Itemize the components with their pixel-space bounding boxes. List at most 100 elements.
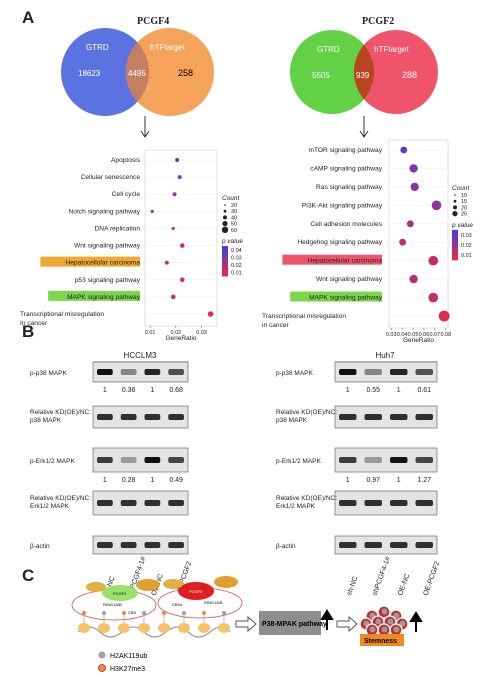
blot-quant-value: 1	[150, 387, 154, 394]
blot-row-label: p-Erk1/2 MAPK	[276, 458, 321, 465]
legend-gradient-band	[452, 249, 458, 253]
blot-band	[144, 369, 161, 375]
nucleosome	[178, 623, 190, 633]
legend-gradient-band	[452, 241, 458, 245]
lane-label: OE-PCGF2	[423, 561, 442, 597]
legend-gradient-band	[452, 235, 458, 239]
legend-count-value: 10	[461, 193, 467, 199]
lane-label: OE-NC	[397, 573, 411, 597]
lane-label: sh-NC	[346, 576, 359, 597]
legend-p-value: 0.03	[231, 255, 242, 261]
stem-cell-nucleus	[393, 626, 400, 633]
term-label: Transcriptional misregulation	[20, 311, 104, 318]
blot-band	[97, 414, 113, 420]
legend-h3: H3K27me3	[110, 666, 145, 673]
blot-row-label: Relative KD(OE)/NC:	[30, 495, 91, 502]
blot-band	[364, 500, 382, 506]
stem-cell-nucleus	[393, 612, 400, 619]
venn-right-label-a: GTRD	[317, 45, 340, 54]
blot-band	[144, 500, 161, 506]
legend-p-value: 0.01	[461, 253, 472, 259]
blot-band	[168, 542, 184, 548]
blot-band	[97, 500, 113, 506]
blot-quant-value: 0.55	[366, 387, 380, 394]
histone-mark	[162, 611, 166, 615]
blot-quant-value: 0.49	[169, 477, 183, 484]
legend-gradient-band	[452, 229, 458, 233]
blot-band	[97, 457, 113, 463]
cell-line-title: Huh7	[375, 351, 395, 360]
data-point	[150, 209, 154, 213]
legend-size-dot	[454, 194, 456, 196]
venn-left-value-overlap: 4495	[128, 69, 146, 78]
legend-count-value: 20	[461, 205, 467, 211]
blot-quant-value: 1	[346, 477, 350, 484]
blot-band	[339, 414, 357, 420]
term-highlight	[48, 290, 141, 301]
blot-frame	[92, 535, 189, 555]
prc1-right-ring-label: RING1A/B	[204, 600, 223, 605]
legend-gradient-band	[222, 258, 228, 261]
legend-gradient-band	[452, 239, 458, 243]
term-highlight	[40, 256, 140, 267]
legend-gradient-band	[222, 262, 228, 265]
blot-band	[390, 542, 408, 548]
western-blot-huh7: Huh7 p-p38 MAPK 1 0.55 1 0.61 Relative KD(OE)/…	[276, 351, 441, 597]
legend-size-dot	[224, 204, 226, 206]
term-label: mTOR signaling pathway	[308, 147, 382, 154]
term-highlight	[282, 254, 382, 265]
legend-count-value: 40	[231, 215, 237, 221]
lane-label: shPCGF4-1#	[372, 556, 393, 597]
plot-frame	[388, 139, 449, 329]
legend-size-dot	[223, 209, 227, 213]
data-point	[171, 226, 175, 231]
blot-row-label: Relative KD(OE)/NC:	[276, 409, 337, 416]
term-label: DNA replication	[95, 225, 141, 232]
nucleosome	[78, 623, 90, 633]
term-label: cAMP signaling pathway	[310, 165, 382, 172]
prc1-left-ring-label: RING1A/B	[103, 602, 122, 607]
cell-line-title: HCCLM3	[124, 351, 157, 360]
blot-row-label: p38 MAPK	[276, 417, 308, 424]
blot-quant-value: 0.61	[417, 387, 431, 394]
data-point	[180, 243, 185, 248]
legend-size-dot	[222, 221, 228, 227]
term-label: PI3K-Akt signaling pathway	[302, 202, 383, 209]
nucleosome	[118, 623, 130, 633]
legend-p-title: p value	[221, 238, 243, 245]
blot-band	[364, 457, 382, 463]
pathway-box	[259, 611, 321, 635]
panel-label-a: A	[22, 8, 35, 27]
x-axis-label: GeneRatio	[165, 335, 196, 342]
dotplot-pcgf2: mTOR signaling pathway cAMP signaling pat…	[262, 139, 473, 344]
legend-gradient-band	[452, 247, 458, 251]
blot-frame	[92, 405, 189, 429]
blot-frame	[334, 361, 438, 383]
up-arrow-1	[320, 609, 334, 630]
blot-band	[97, 542, 113, 548]
legend-gradient-band	[222, 246, 228, 249]
blot-quant-value: 1	[397, 387, 401, 394]
term-label: Notch signaling pathway	[69, 208, 141, 215]
legend-gradient-band	[222, 274, 228, 277]
blot-band	[364, 369, 382, 375]
blot-band	[168, 414, 184, 420]
legend-gradient-band	[222, 256, 228, 259]
legend-size-dot	[223, 215, 227, 220]
term-label: MAPK signaling pathway	[309, 295, 383, 302]
x-tick-label: 0.08	[440, 332, 451, 338]
blot-band	[390, 369, 408, 375]
x-tick-label: 0.06	[419, 332, 430, 338]
data-point	[428, 255, 439, 266]
legend-gradient-band	[222, 248, 228, 251]
data-point	[431, 200, 442, 211]
data-point	[410, 182, 419, 192]
blot-band	[120, 500, 137, 506]
term-label: MAPK signaling pathway	[67, 294, 141, 301]
dna-strand	[77, 626, 231, 638]
blot-band	[168, 369, 184, 375]
legend-p-value: 0.01	[231, 270, 242, 276]
panel-label-c: C	[22, 566, 35, 585]
term-label: Cellular senescence	[81, 174, 141, 181]
